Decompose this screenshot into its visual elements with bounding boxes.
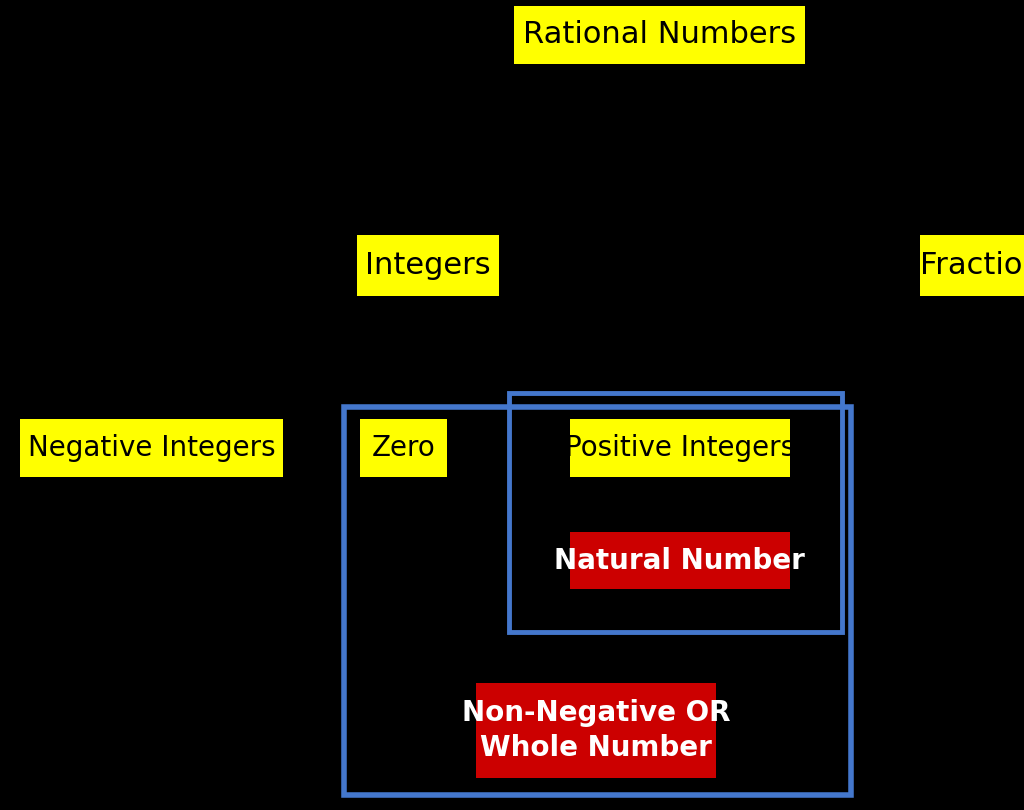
- FancyBboxPatch shape: [475, 683, 717, 778]
- Text: Positive Integers: Positive Integers: [565, 434, 795, 462]
- Text: Zero: Zero: [372, 434, 435, 462]
- FancyBboxPatch shape: [569, 419, 791, 477]
- FancyBboxPatch shape: [357, 235, 499, 296]
- Text: Non-Negative OR
Whole Number: Non-Negative OR Whole Number: [462, 699, 730, 762]
- Text: Negative Integers: Negative Integers: [28, 434, 275, 462]
- Text: Fractions: Fractions: [921, 251, 1024, 280]
- Text: Natural Number: Natural Number: [555, 547, 805, 574]
- FancyBboxPatch shape: [920, 235, 1024, 296]
- FancyBboxPatch shape: [514, 6, 805, 64]
- Text: Rational Numbers: Rational Numbers: [523, 20, 796, 49]
- Text: Integers: Integers: [366, 251, 490, 280]
- FancyBboxPatch shape: [569, 532, 791, 589]
- FancyBboxPatch shape: [360, 419, 447, 477]
- FancyBboxPatch shape: [20, 419, 283, 477]
